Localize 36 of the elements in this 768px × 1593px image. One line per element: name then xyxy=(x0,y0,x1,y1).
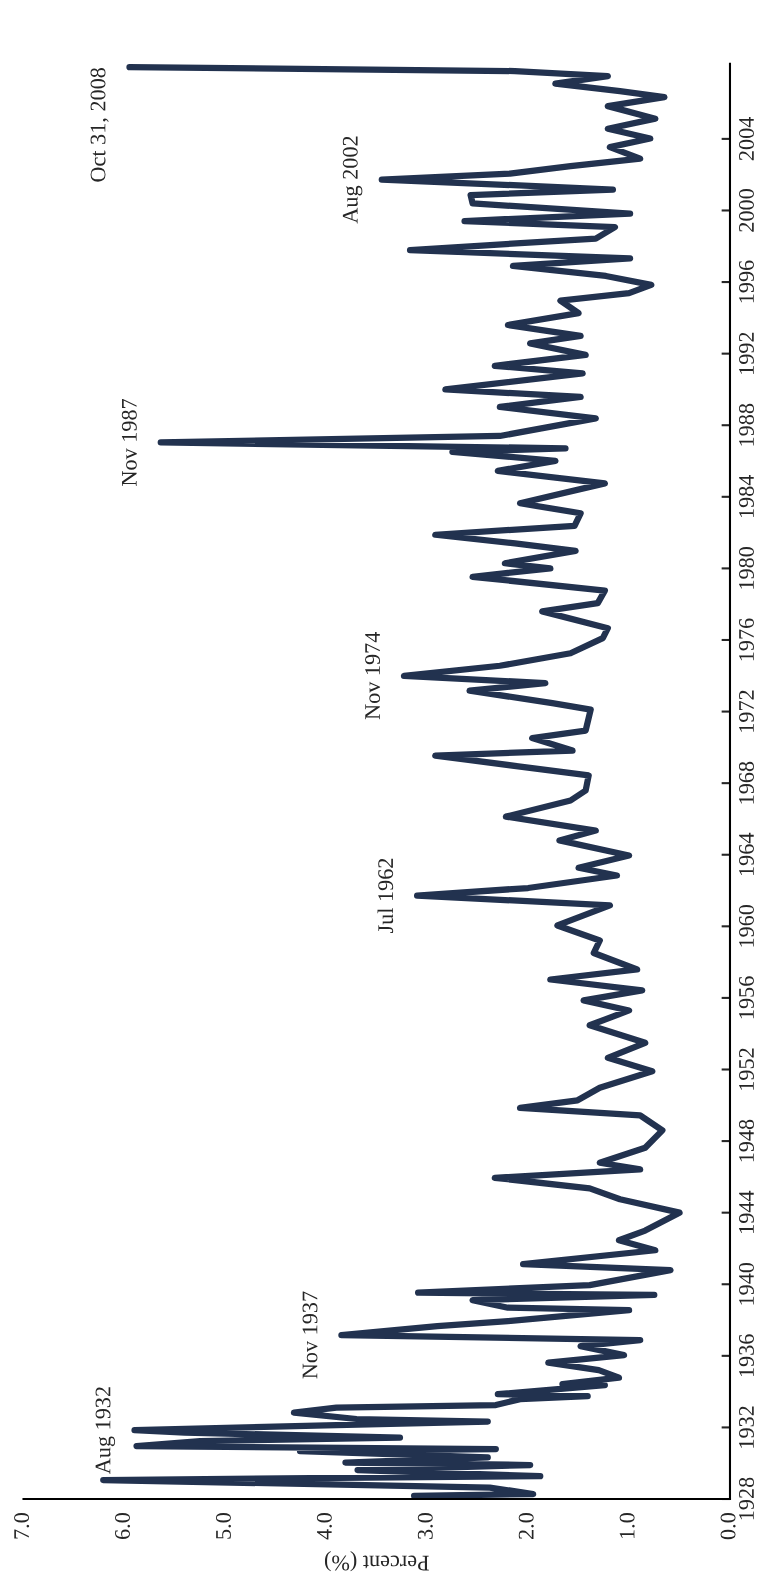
y-tick-label: 1984 xyxy=(738,474,754,518)
y-tick-label: 1964 xyxy=(739,832,754,876)
annotation: Nov 1987 xyxy=(121,398,137,486)
y-tick-label: 1988 xyxy=(738,403,754,446)
y-tick-label: 1968 xyxy=(738,761,754,804)
x-tick-label: 3.0 xyxy=(417,1513,433,1539)
y-tick-label: 1944 xyxy=(739,1190,754,1233)
y-tick-label: 1960 xyxy=(738,904,754,947)
y-tick-label: 1952 xyxy=(739,1048,754,1090)
y-tick-label: 2004 xyxy=(738,117,754,161)
x-tick-label: 7.0 xyxy=(14,1513,30,1539)
y-tick-label: 1948 xyxy=(738,1119,754,1162)
y-tick-label: 1992 xyxy=(739,332,754,374)
y-tick-label: 2000 xyxy=(738,189,754,232)
x-tick-label: 6.0 xyxy=(114,1513,131,1540)
y-tick-label: 1940 xyxy=(738,1262,754,1305)
annotation: Jul 1962 xyxy=(377,858,394,934)
y-tick-label: 1972 xyxy=(739,690,754,732)
x-tick-label: 5.0 xyxy=(215,1513,232,1539)
annotation: Aug 1932 xyxy=(95,1387,116,1475)
y-tick-label: 1980 xyxy=(738,547,754,589)
y-tick-label: 1928 xyxy=(738,1477,754,1520)
annotation: Aug 2002 xyxy=(342,136,363,224)
x-tick-label: 1.0 xyxy=(619,1513,635,1539)
y-tick-label: 1976 xyxy=(739,618,754,661)
x-tick-label: 2.0 xyxy=(518,1513,534,1540)
x-tick-label: 0.0 xyxy=(720,1513,736,1540)
annotation: Nov 1937 xyxy=(302,1291,318,1379)
y-tick-label: 1996 xyxy=(739,260,754,303)
y-tick-label: 1932 xyxy=(739,1406,754,1448)
annotation: Nov 1974 xyxy=(365,631,381,720)
y-tick-label: 1956 xyxy=(739,976,754,1019)
x-axis-title: Percent (%) xyxy=(324,1551,429,1572)
annotation: Oct 31, 2008 xyxy=(90,67,109,182)
y-tick-label: 1936 xyxy=(739,1334,754,1377)
x-tick-label: 4.0 xyxy=(316,1513,332,1540)
